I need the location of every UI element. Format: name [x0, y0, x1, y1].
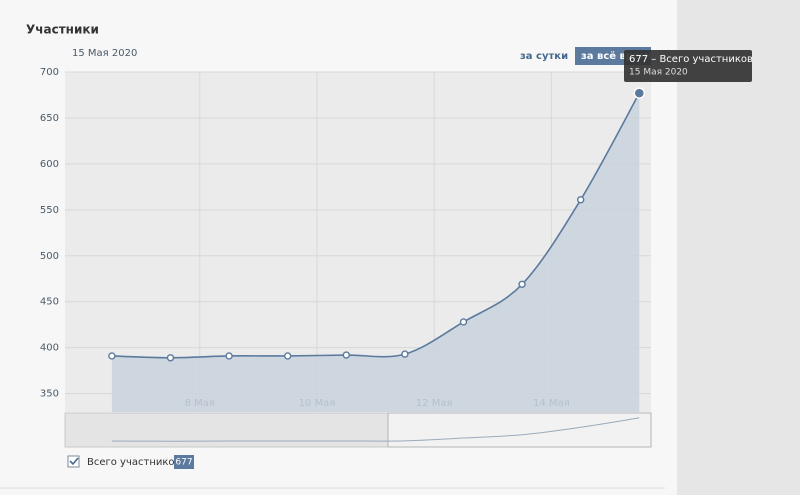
- point: [633, 87, 645, 99]
- point: [401, 350, 409, 358]
- legend-label: Всего участников: [87, 457, 181, 468]
- point: [576, 196, 585, 204]
- y-tick-label: 500: [40, 251, 59, 262]
- tooltip-text: 677 – Всего участников: [629, 54, 753, 65]
- y-tick-label: 400: [40, 343, 59, 354]
- point: [283, 352, 292, 360]
- tooltip-bg: [624, 50, 752, 82]
- navigator-line: [111, 417, 640, 442]
- y-tick-label: 450: [40, 297, 59, 308]
- y-tick-label: 350: [40, 389, 59, 400]
- y-tick-label: 550: [40, 205, 59, 216]
- point: [342, 351, 350, 359]
- y-tick-label: 650: [40, 113, 59, 124]
- point: [108, 352, 116, 360]
- tooltip-date: 15 Мая 2020: [629, 68, 688, 78]
- point: [225, 352, 233, 360]
- area: [111, 93, 640, 412]
- point: [459, 318, 468, 326]
- point: [166, 354, 175, 362]
- point: [518, 280, 526, 288]
- legend-badge: [174, 455, 194, 469]
- chart-title: Участники: [26, 23, 99, 37]
- navigator-selection[interactable]: [387, 412, 652, 448]
- check-mark: [69, 457, 79, 466]
- y-tick-label: 600: [40, 159, 59, 170]
- date-label: 15 Мая 2020: [72, 48, 137, 59]
- side-panel: [677, 0, 800, 495]
- legend-checkbox[interactable]: [67, 455, 80, 468]
- y-tick-label: 700: [40, 67, 59, 78]
- legend-badge-value: 677: [175, 458, 192, 468]
- period-button[interactable]: за сутки: [520, 51, 568, 62]
